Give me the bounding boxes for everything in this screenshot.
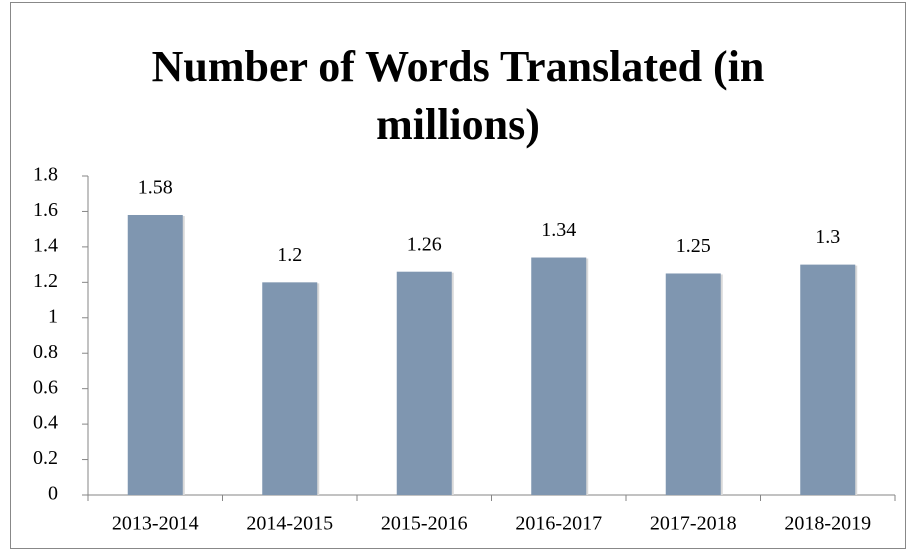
- bar: [262, 282, 318, 495]
- y-tick-label: 1.4: [33, 234, 58, 256]
- bar: [665, 273, 721, 495]
- y-tick-label: 1: [48, 305, 58, 327]
- x-tick-label: 2018-2019: [784, 513, 871, 535]
- y-tick-label: 1.8: [33, 164, 58, 186]
- x-tick-label: 2017-2018: [650, 513, 737, 535]
- bar: [127, 214, 183, 495]
- y-tick-label: 1.2: [33, 270, 58, 292]
- y-tick-label: 0: [48, 483, 58, 505]
- x-tick-label: 2013-2014: [112, 513, 199, 535]
- value-label: 1.2: [277, 244, 302, 266]
- y-tick-label: 0.6: [33, 376, 58, 398]
- value-label: 1.25: [676, 235, 711, 257]
- y-tick-label: 0.4: [33, 412, 58, 434]
- value-label: 1.58: [138, 177, 173, 199]
- value-label: 1.26: [407, 233, 442, 255]
- y-tick-label: 0.8: [33, 341, 58, 363]
- chart-border: [10, 2, 906, 549]
- bar: [800, 264, 856, 495]
- y-tick-label: 0.2: [33, 447, 58, 469]
- bar: [531, 257, 587, 495]
- y-tick-label: 1.6: [33, 199, 58, 221]
- value-label: 1.3: [815, 226, 840, 248]
- chart-title: Number of Words Translated (in millions): [151, 42, 765, 149]
- x-tick-label: 2014-2015: [246, 513, 333, 535]
- x-tick-label: 2016-2017: [515, 513, 602, 535]
- bar: [396, 271, 452, 495]
- x-tick-label: 2015-2016: [381, 513, 468, 535]
- value-label: 1.34: [541, 219, 576, 241]
